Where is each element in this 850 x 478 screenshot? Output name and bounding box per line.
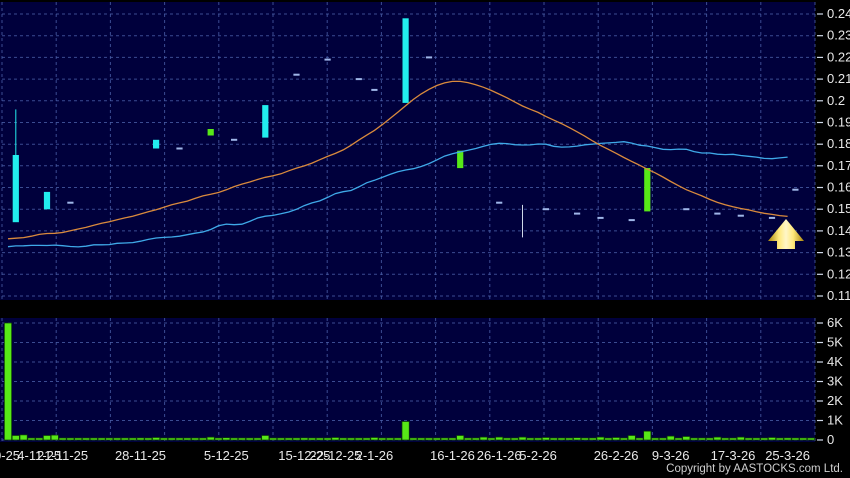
svg-text:4K: 4K bbox=[827, 354, 843, 369]
svg-text:28-11-25: 28-11-25 bbox=[115, 448, 166, 463]
svg-text:0.23: 0.23 bbox=[827, 28, 850, 43]
svg-text:22-12-25: 22-12-25 bbox=[309, 448, 361, 463]
svg-text:0.13: 0.13 bbox=[827, 245, 850, 260]
svg-text:6K: 6K bbox=[827, 315, 843, 330]
svg-text:25-3-26: 25-3-26 bbox=[765, 448, 810, 463]
svg-text:0.22: 0.22 bbox=[827, 49, 850, 64]
svg-text:0.15: 0.15 bbox=[827, 201, 850, 216]
svg-text:1K: 1K bbox=[827, 413, 843, 428]
svg-text:5K: 5K bbox=[827, 335, 843, 350]
svg-text:2K: 2K bbox=[827, 393, 843, 408]
svg-text:21-11-25: 21-11-25 bbox=[37, 448, 88, 463]
svg-text:0.21: 0.21 bbox=[827, 71, 850, 86]
svg-text:0.11: 0.11 bbox=[827, 288, 850, 303]
svg-text:9-3-26: 9-3-26 bbox=[652, 448, 690, 463]
svg-text:0.24: 0.24 bbox=[827, 6, 850, 21]
svg-text:0.14: 0.14 bbox=[827, 223, 850, 238]
svg-text:3K: 3K bbox=[827, 374, 843, 389]
svg-text:5-2-26: 5-2-26 bbox=[519, 448, 557, 463]
svg-text:0.16: 0.16 bbox=[827, 180, 850, 195]
svg-text:26-2-26: 26-2-26 bbox=[594, 448, 639, 463]
svg-text:0.12: 0.12 bbox=[827, 266, 850, 281]
svg-text:Copyright by AASTOCKS.com Ltd.: Copyright by AASTOCKS.com Ltd. bbox=[666, 463, 843, 475]
svg-text:16-1-26: 16-1-26 bbox=[430, 448, 475, 463]
svg-text:5-12-25: 5-12-25 bbox=[204, 448, 249, 463]
svg-text:26-1-26: 26-1-26 bbox=[477, 448, 522, 463]
svg-text:0.19: 0.19 bbox=[827, 115, 850, 130]
svg-text:0.18: 0.18 bbox=[827, 136, 850, 151]
svg-text:0: 0 bbox=[827, 432, 834, 447]
svg-text:17-3-26: 17-3-26 bbox=[711, 448, 756, 463]
svg-text:0.17: 0.17 bbox=[827, 158, 850, 173]
svg-text:2-1-26: 2-1-26 bbox=[356, 448, 394, 463]
svg-text:0.2: 0.2 bbox=[827, 93, 845, 108]
